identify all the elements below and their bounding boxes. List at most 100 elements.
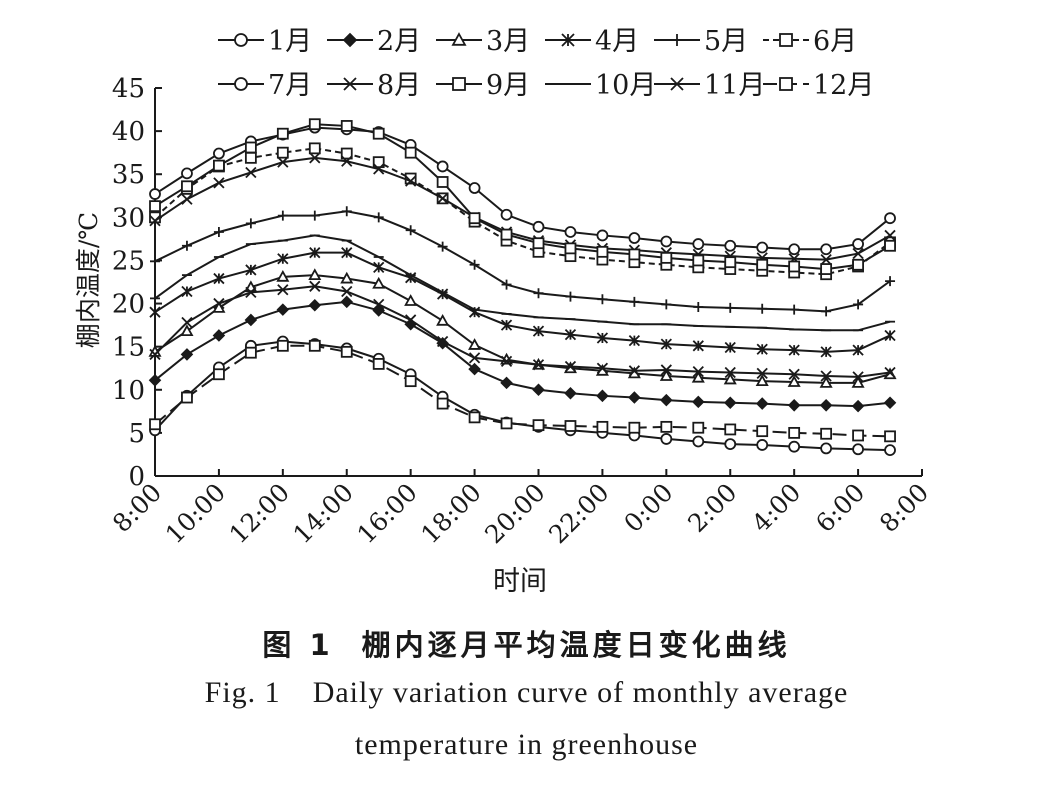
- data-point: [564, 242, 577, 255]
- data-point: [628, 232, 641, 244]
- legend-label: 11月: [704, 70, 765, 101]
- data-point: [468, 352, 481, 364]
- data-point: [309, 210, 320, 221]
- data-point: [660, 251, 673, 264]
- data-point: [212, 301, 226, 313]
- data-point: [724, 366, 736, 379]
- data-point: [757, 303, 768, 314]
- data-point: [308, 118, 321, 131]
- data-point: [181, 285, 193, 298]
- x-tick-label: 10:00: [160, 478, 231, 549]
- data-point: [660, 364, 672, 376]
- legend-item: 2月: [327, 26, 421, 57]
- data-point: [276, 303, 290, 316]
- data-point: [245, 264, 257, 276]
- data-point: [532, 383, 545, 397]
- series-line: [154, 251, 891, 353]
- series-line: [154, 156, 891, 261]
- legend-item: 4月: [545, 26, 639, 57]
- data-point: [692, 254, 705, 267]
- legend-item: 7月: [218, 70, 312, 101]
- data-point: [373, 261, 385, 273]
- data-point: [852, 371, 864, 383]
- data-point: [532, 325, 545, 337]
- data-point: [596, 332, 609, 344]
- legend-label: 6月: [813, 26, 857, 57]
- y-tick-label: 45: [112, 74, 145, 104]
- data-point: [372, 276, 386, 289]
- data-point: [628, 421, 641, 434]
- data-point: [723, 396, 737, 409]
- x-tick-label: 14:00: [288, 478, 359, 549]
- data-point: [309, 280, 321, 292]
- data-point: [277, 284, 289, 296]
- data-point: [500, 319, 513, 331]
- data-point: [788, 426, 801, 439]
- data-point: [180, 324, 194, 337]
- data-point: [564, 420, 577, 432]
- data-point: [628, 334, 641, 347]
- series-line: [154, 234, 891, 332]
- data-point: [181, 193, 193, 205]
- data-point: [565, 291, 576, 302]
- data-point: [659, 369, 673, 381]
- data-point: [372, 127, 385, 140]
- data-point: [404, 294, 418, 306]
- data-point: [788, 368, 800, 380]
- data-point: [276, 269, 290, 282]
- data-point: [820, 427, 833, 440]
- data-point: [884, 239, 896, 252]
- legend-item: 8月: [327, 70, 421, 101]
- data-point: [532, 220, 545, 233]
- data-point: [436, 176, 449, 188]
- data-point: [468, 362, 481, 376]
- data-point: [405, 225, 416, 236]
- data-point: [533, 288, 544, 299]
- data-point: [149, 418, 161, 431]
- series-line: [154, 340, 891, 452]
- data-point: [149, 200, 161, 213]
- legend-item: 3月: [436, 26, 530, 57]
- data-point: [788, 440, 801, 453]
- data-point: [724, 438, 737, 450]
- y-tick-label: 35: [112, 160, 145, 190]
- data-point: [308, 299, 322, 312]
- data-point: [245, 218, 256, 229]
- series-9: [149, 118, 896, 275]
- data-point: [213, 159, 225, 172]
- data-point: [341, 206, 352, 217]
- y-tick-label: 5: [128, 419, 145, 449]
- y-tick-label: 25: [112, 246, 145, 276]
- data-point: [692, 395, 705, 409]
- data-point: [372, 358, 385, 370]
- data-point: [276, 146, 289, 159]
- data-point: [309, 152, 321, 164]
- series-4: [149, 247, 896, 358]
- data-point: [852, 344, 864, 356]
- x-tick-label: 8:00: [874, 478, 934, 538]
- x-tick-label: 18:00: [415, 478, 486, 549]
- legend-label: 9月: [486, 70, 530, 101]
- data-point: [405, 314, 417, 326]
- data-point: [628, 391, 641, 404]
- data-point: [244, 151, 257, 164]
- series-1: [149, 335, 896, 457]
- data-point: [628, 248, 641, 261]
- chart-series: [148, 118, 897, 457]
- legend-item: 6月: [763, 26, 857, 57]
- legend-marker: [234, 33, 248, 47]
- data-point: [661, 299, 672, 310]
- data-point: [468, 338, 482, 350]
- legend-marker: [779, 77, 793, 91]
- data-point: [213, 297, 225, 310]
- series-12: [149, 339, 896, 443]
- figure-caption-english-line1: Fig. 1 Daily variation curve of monthly a…: [0, 676, 1053, 710]
- series-2: [148, 295, 897, 413]
- data-point: [788, 260, 801, 273]
- data-point: [820, 253, 832, 266]
- x-tick-label: 8:00: [107, 478, 167, 538]
- figure-title-english-line2: temperature in greenhouse: [354, 728, 699, 761]
- data-point: [884, 444, 896, 457]
